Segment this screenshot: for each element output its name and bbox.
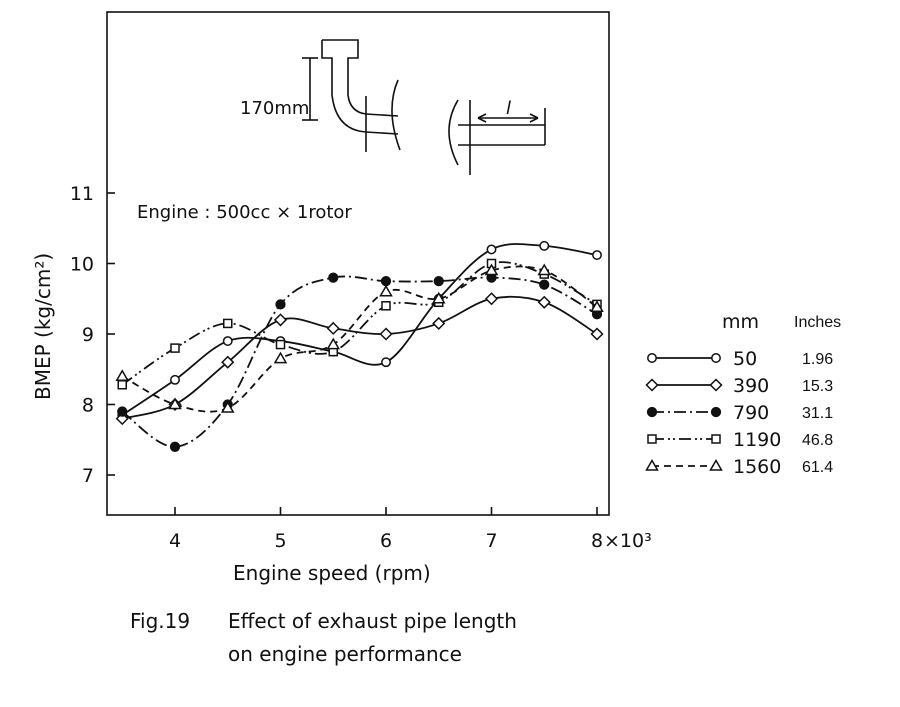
caption-line-1: Effect of exhaust pipe length <box>228 609 517 633</box>
legend-inches-label: 15.3 <box>802 378 833 395</box>
legend-swatch-marker <box>709 378 723 392</box>
legend-entry-1560: 1560 61.4 <box>645 456 833 478</box>
y-tick-label: 7 <box>82 465 94 487</box>
series-790 <box>117 272 603 452</box>
data-point <box>168 397 182 410</box>
legend-entry-790: 790 31.1 <box>646 402 833 424</box>
legend-mm-label: 390 <box>733 375 769 397</box>
data-point <box>433 275 444 287</box>
data-point <box>537 295 551 309</box>
x-tick-label: 6 <box>380 530 392 552</box>
exhaust-pipe-diagram <box>302 39 546 175</box>
data-point <box>381 301 391 311</box>
x-tick-label: 8 <box>591 530 603 552</box>
data-point <box>592 250 602 260</box>
legend-swatch-marker <box>646 406 658 418</box>
data-point <box>486 244 497 255</box>
data-point <box>169 441 181 452</box>
data-point <box>590 300 604 312</box>
legend-swatch-marker <box>711 434 721 444</box>
diagram-length-label: 170mm <box>240 98 309 119</box>
series-line <box>122 295 598 420</box>
y-axis-label: BMEP (kg/cm²) <box>31 253 55 400</box>
data-point <box>432 316 446 330</box>
legend-swatch-marker <box>710 406 722 418</box>
engine-annotation: Engine : 500cc × 1rotor <box>137 202 352 223</box>
legend-inches-label: 61.4 <box>802 459 833 476</box>
data-point <box>117 406 128 417</box>
diagram-length-symbol: l <box>506 98 511 119</box>
data-point <box>221 355 235 369</box>
data-point <box>223 318 233 329</box>
data-point <box>170 343 180 353</box>
legend-entry-390: 390 15.3 <box>645 375 833 397</box>
data-point <box>273 351 288 364</box>
y-tick-label: 8 <box>82 395 94 417</box>
data-point <box>380 275 392 287</box>
data-point <box>275 299 286 310</box>
series-1560 <box>115 263 604 413</box>
data-point <box>115 369 130 382</box>
data-point <box>275 339 286 350</box>
data-point <box>539 240 550 251</box>
caption-line-2: on engine performance <box>228 642 462 666</box>
data-point <box>484 263 499 276</box>
series-layer <box>115 240 604 452</box>
legend-inches-label: 31.1 <box>802 405 833 422</box>
legend-header-inches: Inches <box>794 314 841 331</box>
data-point <box>170 374 180 385</box>
x-axis-label: Engine speed (rpm) <box>233 561 431 585</box>
legend-inches-label: 46.8 <box>802 432 833 449</box>
y-tick-label: 10 <box>70 254 94 276</box>
legend-swatch-marker <box>709 459 723 471</box>
legend-mm-label: 790 <box>733 402 769 424</box>
data-point <box>117 380 127 390</box>
x-multiplier-label: ×10³ <box>604 530 652 552</box>
legend-swatch-marker <box>645 459 659 471</box>
plot-frame <box>106 11 610 516</box>
legend-header-mm: mm <box>722 311 759 333</box>
legend-mm-label: 1560 <box>733 456 781 478</box>
data-point <box>590 327 604 341</box>
legend-mm-label: 1190 <box>733 429 781 451</box>
y-tick-label: 11 <box>70 183 94 205</box>
data-point <box>537 263 552 276</box>
data-point <box>379 327 393 341</box>
legend-swatch-marker <box>647 434 657 444</box>
data-point <box>539 279 550 290</box>
y-tick-label: 9 <box>82 324 94 346</box>
series-line <box>121 265 598 413</box>
x-axis-ticks: 4 5 6 7 8 <box>169 507 603 552</box>
x-tick-label: 5 <box>274 530 286 552</box>
y-axis-ticks: 7 8 9 10 11 <box>70 183 115 487</box>
data-point <box>484 292 499 306</box>
figure-number: Fig.19 <box>130 609 190 633</box>
legend-swatch-marker <box>647 353 657 363</box>
data-point <box>222 336 233 346</box>
series-1190 <box>117 258 602 390</box>
data-point <box>326 321 340 335</box>
data-point <box>326 337 341 350</box>
legend-entry-1190: 1190 46.8 <box>647 429 833 451</box>
series-line <box>121 261 598 386</box>
legend-swatch-marker <box>645 378 659 392</box>
data-point <box>220 401 235 413</box>
data-point <box>328 272 339 283</box>
data-point <box>431 291 446 304</box>
series-line <box>121 275 598 448</box>
data-point <box>379 284 393 297</box>
data-point <box>273 313 288 327</box>
x-tick-label: 4 <box>169 530 181 552</box>
x-tick-label: 7 <box>485 530 497 552</box>
data-point <box>381 357 391 368</box>
legend-swatch-marker <box>711 353 721 363</box>
legend-mm-label: 50 <box>733 348 757 370</box>
series-line <box>121 243 598 416</box>
legend-entry-50: 50 1.96 <box>647 348 833 370</box>
series-390 <box>115 292 604 426</box>
legend-inches-label: 1.96 <box>802 351 833 368</box>
